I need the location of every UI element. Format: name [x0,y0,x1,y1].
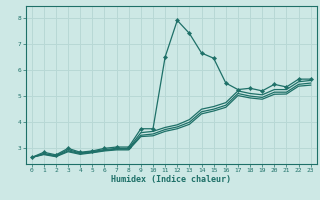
X-axis label: Humidex (Indice chaleur): Humidex (Indice chaleur) [111,175,231,184]
